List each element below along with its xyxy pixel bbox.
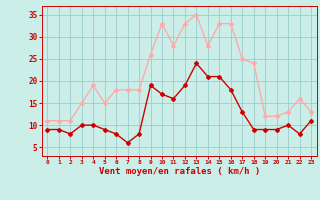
X-axis label: Vent moyen/en rafales ( km/h ): Vent moyen/en rafales ( km/h )	[99, 167, 260, 176]
